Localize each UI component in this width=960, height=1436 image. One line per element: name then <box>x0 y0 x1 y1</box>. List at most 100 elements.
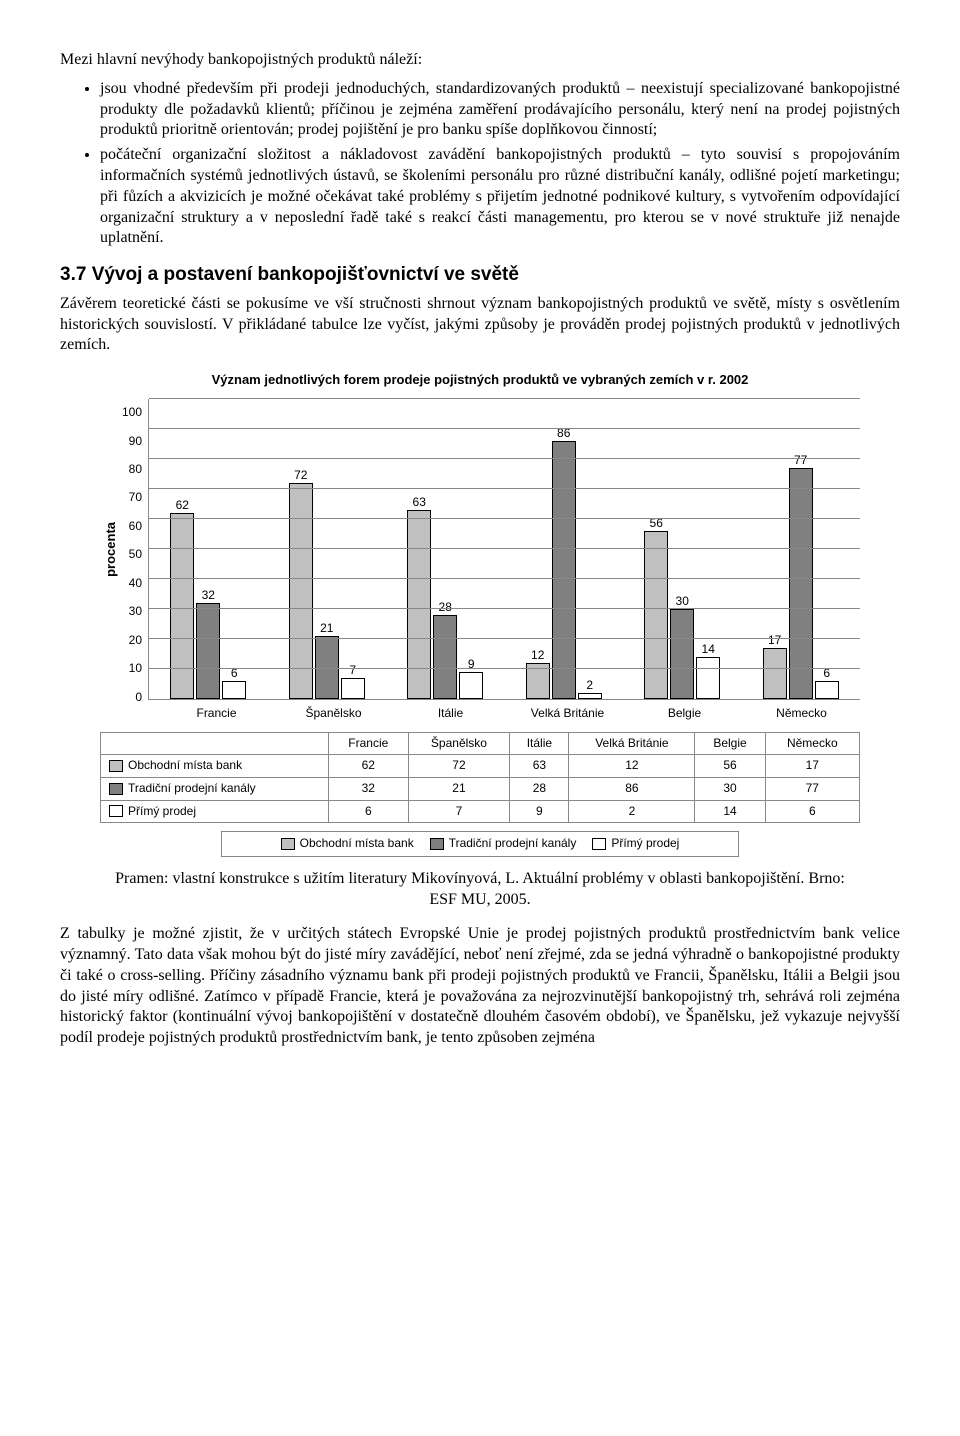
bullet-item-1: jsou vhodné především při prodeji jednod… <box>100 79 900 141</box>
bar-value-label: 63 <box>413 495 426 511</box>
gridline <box>149 488 860 489</box>
table-header-cell: Velká Británie <box>569 732 695 755</box>
bar-value-label: 72 <box>294 468 307 484</box>
y-tick: 30 <box>129 604 142 620</box>
bar-value-label: 62 <box>176 498 189 514</box>
x-axis-labels: FrancieŠpanělskoItálieVelká BritánieBelg… <box>158 706 860 722</box>
x-tick-label: Německo <box>762 706 842 722</box>
legend-swatch <box>109 760 123 772</box>
y-axis-label: procenta <box>103 522 120 577</box>
bar-groups: 6232672217632891286256301417776 <box>149 399 860 699</box>
legend-swatch <box>430 838 444 850</box>
table-cell: 63 <box>510 755 569 778</box>
bar-group: 17776 <box>763 399 839 699</box>
bar: 6 <box>222 681 246 699</box>
bar: 14 <box>696 657 720 699</box>
table-rowhead-cell: Přímý prodej <box>101 800 329 823</box>
bar: 32 <box>196 603 220 699</box>
bar-value-label: 2 <box>586 678 593 694</box>
table-cell: 86 <box>569 777 695 800</box>
legend-swatch <box>592 838 606 850</box>
bar: 30 <box>670 609 694 699</box>
chart-legend: Obchodní místa bank Tradiční prodejní kan… <box>221 831 739 857</box>
table-cell: 56 <box>695 755 765 778</box>
table-row: Tradiční prodejní kanály322128863077 <box>101 777 860 800</box>
y-tick: 70 <box>129 490 142 506</box>
x-tick-label: Velká Británie <box>528 706 608 722</box>
gridline <box>149 428 860 429</box>
gridline <box>149 548 860 549</box>
table-cell: 17 <box>765 755 859 778</box>
bar: 63 <box>407 510 431 699</box>
bar-value-label: 7 <box>349 663 356 679</box>
bar-value-label: 12 <box>531 648 544 664</box>
table-rowhead-cell: Tradiční prodejní kanály <box>101 777 329 800</box>
table-cell: 2 <box>569 800 695 823</box>
bar: 56 <box>644 531 668 699</box>
table-cell: 62 <box>329 755 408 778</box>
gridline <box>149 518 860 519</box>
legend-swatch <box>109 783 123 795</box>
table-cell: 30 <box>695 777 765 800</box>
y-tick: 60 <box>129 519 142 535</box>
bar: 6 <box>815 681 839 699</box>
x-tick-label: Francie <box>177 706 257 722</box>
x-tick-label: Španělsko <box>294 706 374 722</box>
y-tick: 0 <box>135 690 142 706</box>
gridline <box>149 398 860 399</box>
legend-item: Obchodní místa bank <box>281 836 414 852</box>
bar: 2 <box>578 693 602 699</box>
table-cell: 14 <box>695 800 765 823</box>
bar: 72 <box>289 483 313 699</box>
table-header-cell: Itálie <box>510 732 569 755</box>
y-tick: 50 <box>129 547 142 563</box>
gridline <box>149 668 860 669</box>
legend-item: Tradiční prodejní kanály <box>430 836 577 852</box>
bar-value-label: 77 <box>794 453 807 469</box>
table-header-cell: Španělsko <box>408 732 510 755</box>
table-header-cell: Belgie <box>695 732 765 755</box>
y-axis: 1009080706050403020100 <box>122 399 148 699</box>
table-row: FrancieŠpanělskoItálieVelká BritánieBelg… <box>101 732 860 755</box>
x-tick-label: Belgie <box>645 706 725 722</box>
table-cell: 6 <box>329 800 408 823</box>
bar-group: 62326 <box>170 399 246 699</box>
y-tick: 20 <box>129 633 142 649</box>
gridline <box>149 578 860 579</box>
bar-value-label: 21 <box>320 621 333 637</box>
y-tick: 90 <box>129 434 142 450</box>
table-cell: 32 <box>329 777 408 800</box>
bar-group: 12862 <box>526 399 602 699</box>
y-axis-label-wrap: procenta <box>100 399 122 700</box>
y-tick: 40 <box>129 576 142 592</box>
table-cell: 6 <box>765 800 859 823</box>
bar: 9 <box>459 672 483 699</box>
table-cell: 7 <box>408 800 510 823</box>
legend-item: Přímý prodej <box>592 836 679 852</box>
bar-group: 72 21 7 <box>289 399 365 699</box>
section-heading: 3.7 Vývoj a postavení bankopojišťovnictv… <box>60 263 900 288</box>
section-paragraph: Závěrem teoretické části se pokusíme ve … <box>60 294 900 356</box>
chart-data-table: FrancieŠpanělskoItálieVelká BritánieBelg… <box>100 732 860 823</box>
table-row: Přímý prodej6792146 <box>101 800 860 823</box>
legend-swatch <box>281 838 295 850</box>
gridline <box>149 638 860 639</box>
bar: 77 <box>789 468 813 699</box>
bar: 17 <box>763 648 787 699</box>
gridline <box>149 608 860 609</box>
y-tick: 10 <box>129 661 142 677</box>
table-cell: 72 <box>408 755 510 778</box>
gridline <box>149 458 860 459</box>
table-cell: 12 <box>569 755 695 778</box>
legend-swatch <box>109 805 123 817</box>
closing-paragraph: Z tabulky je možné zjistit, že v určitýc… <box>60 924 900 1049</box>
bar: 7 <box>341 678 365 699</box>
y-tick: 80 <box>129 462 142 478</box>
bar-value-label: 32 <box>202 588 215 604</box>
table-header-cell: Francie <box>329 732 408 755</box>
table-cell: 28 <box>510 777 569 800</box>
bullet-item-2: počáteční organizační složitost a náklad… <box>100 145 900 249</box>
table-rowhead-cell: Obchodní místa bank <box>101 755 329 778</box>
chart: procenta 1009080706050403020100 62326722… <box>100 399 860 722</box>
table-cell: 77 <box>765 777 859 800</box>
